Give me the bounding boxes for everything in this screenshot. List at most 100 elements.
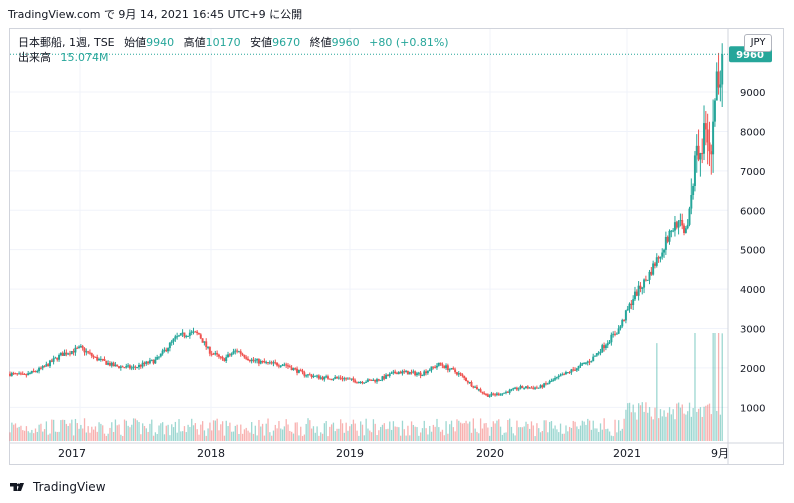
- volume-bar: [189, 426, 191, 441]
- candle-body: [405, 370, 408, 372]
- volume-bar: [638, 403, 640, 441]
- volume-bar: [559, 423, 562, 441]
- candle-body: [570, 369, 573, 373]
- volume-bar: [677, 402, 680, 441]
- volume-bar: [301, 435, 304, 441]
- candle-body: [43, 366, 46, 368]
- volume-bar: [181, 431, 184, 441]
- volume-bar: [156, 434, 158, 441]
- candle-body: [388, 373, 391, 377]
- volume-bar: [350, 424, 353, 441]
- candle-body: [372, 379, 375, 381]
- candle-body: [526, 386, 529, 389]
- candle-body: [359, 381, 362, 383]
- volume-bar: [643, 411, 645, 441]
- volume-bar: [507, 420, 509, 441]
- volume-bar: [476, 431, 478, 441]
- volume-bar: [127, 425, 129, 441]
- y-tick-label: 6000: [740, 206, 765, 217]
- legend-row-ohlc: 日本郵船, 1週, TSE 始値9940 高値10170 安値9670 終値99…: [18, 35, 449, 50]
- volume-bar: [196, 429, 198, 441]
- candle-body: [68, 353, 71, 355]
- volume-bar: [138, 421, 140, 441]
- candle-body: [583, 362, 586, 364]
- candle-body: [635, 291, 638, 296]
- candle-body: [666, 236, 669, 242]
- volume-bar: [176, 432, 178, 441]
- candle-body: [719, 84, 722, 88]
- candle-body: [653, 263, 656, 266]
- candle-body: [78, 346, 81, 348]
- candle-body: [172, 338, 175, 342]
- volume-bar: [96, 431, 98, 441]
- candle-body: [334, 377, 337, 379]
- volume-bar: [496, 420, 498, 441]
- candle-body: [134, 366, 137, 368]
- volume-bar: [532, 425, 534, 441]
- candle-body: [454, 369, 457, 373]
- volume-bar: [145, 428, 147, 441]
- volume-bar: [587, 418, 589, 441]
- candle-body: [58, 355, 61, 360]
- volume-bar: [667, 412, 669, 441]
- candle-body: [392, 371, 395, 373]
- volume-bar: [194, 423, 197, 441]
- candle-body: [87, 351, 90, 353]
- volume-bar: [67, 425, 69, 441]
- candle-body: [50, 360, 53, 362]
- volume-bar: [688, 402, 691, 441]
- candle-body: [23, 373, 26, 375]
- volume-bar: [309, 420, 311, 441]
- volume-bar: [518, 427, 520, 441]
- candle-body: [165, 349, 168, 352]
- candle-body: [428, 370, 431, 372]
- volume-bar: [652, 419, 654, 441]
- volume-bar: [334, 431, 336, 441]
- candle-body: [443, 365, 446, 368]
- candle-body: [497, 393, 500, 396]
- volume-bar: [583, 421, 585, 441]
- candle-body: [430, 366, 433, 371]
- volume-bar: [670, 414, 673, 441]
- legend-low-label: 安値: [250, 36, 273, 49]
- volume-bar: [454, 431, 456, 441]
- candle-body: [276, 362, 279, 366]
- chart-frame[interactable]: [9, 28, 784, 465]
- volume-bar: [147, 431, 149, 441]
- volume-bar: [278, 421, 280, 441]
- candle-body: [495, 393, 498, 395]
- volume-bar: [205, 435, 207, 441]
- currency-button[interactable]: JPY: [744, 34, 772, 52]
- candle-body: [592, 356, 595, 362]
- candle-body: [561, 374, 564, 376]
- volume-bar: [712, 333, 714, 441]
- candle-body: [683, 225, 686, 233]
- volume-bar: [325, 421, 327, 441]
- volume-bar: [23, 430, 26, 441]
- volume-bar: [16, 427, 18, 441]
- volume-bar: [251, 422, 253, 441]
- candle-body: [294, 368, 297, 370]
- candle-body: [688, 208, 691, 225]
- candle-body: [61, 352, 64, 356]
- volume-bar: [83, 418, 86, 441]
- candle-body: [652, 263, 655, 275]
- volume-bar: [498, 419, 500, 441]
- volume-bar: [716, 410, 718, 441]
- volume-bar: [85, 432, 88, 441]
- candle-body: [221, 356, 224, 359]
- candle-body: [261, 361, 264, 363]
- volume-bar: [60, 420, 62, 441]
- volume-bar: [407, 425, 409, 441]
- volume-bar: [594, 428, 596, 441]
- volume-bar: [211, 430, 213, 441]
- candle-body: [395, 373, 398, 375]
- volume-bar: [212, 420, 215, 441]
- volume-bar: [247, 430, 249, 441]
- candle-body: [143, 362, 146, 364]
- volume-bar: [283, 426, 286, 441]
- candle-body: [190, 331, 193, 333]
- candle-body: [96, 356, 99, 361]
- volume-bar: [592, 420, 594, 441]
